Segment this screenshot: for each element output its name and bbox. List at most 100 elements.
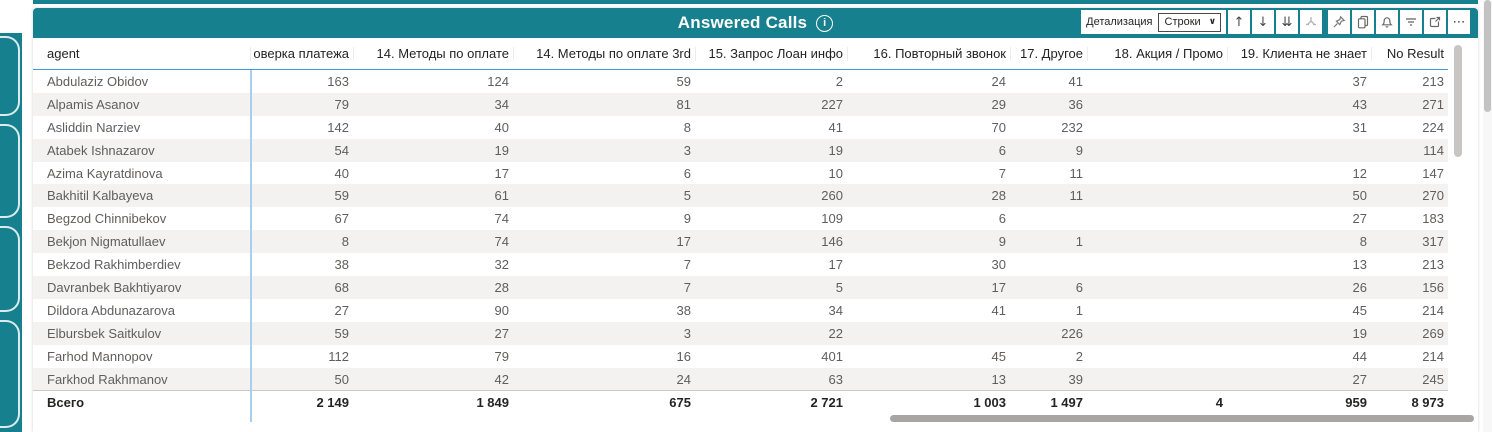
value-cell: 43 [1352, 96, 1367, 112]
pin-button[interactable] [1328, 10, 1350, 34]
value-cell [1010, 207, 1087, 230]
copy-button[interactable] [1352, 10, 1374, 34]
value-cell: 16 [676, 348, 691, 364]
column-header[interactable]: 14. Методы по оплате [353, 46, 513, 61]
drill-next-level-icon: ⇊ [1281, 14, 1293, 30]
drill-up-icon: ↑ [1233, 14, 1245, 30]
drill-up-button[interactable]: ↑ [1228, 10, 1250, 34]
value-cell: 19 [828, 142, 843, 158]
value-cell: 2 [835, 73, 843, 89]
table-row[interactable]: Atabek Ishnazarov 54 19 3 19 6 9 114 [33, 138, 1448, 162]
value-cell: 29 [991, 96, 1006, 112]
page-scrollbar-thumb[interactable] [1484, 0, 1491, 112]
value-cell: 74 [494, 211, 509, 227]
value-cell: 19 [1352, 325, 1367, 341]
column-header[interactable]: 18. Акция / Промо [1087, 46, 1227, 61]
table-row[interactable]: Azima Kayratdinova 40 17 6 10 7 11 12 147 [33, 161, 1448, 185]
left-nav-tab[interactable] [0, 226, 20, 312]
agent-name-cell: Dildora Abdunazarova [47, 302, 175, 318]
column-header[interactable]: No Result [1371, 46, 1448, 61]
value-cell: 142 [327, 119, 349, 135]
value-cell: 112 [328, 348, 349, 364]
table-row[interactable]: Farhod Mannopov 112 79 16 401 45 2 44 214 [33, 344, 1448, 368]
table-vertical-scrollbar[interactable] [1454, 45, 1462, 157]
table-header-row: agent оверка платежа 14. Методы по оплате 1… [33, 38, 1448, 70]
column-header[interactable]: agent [47, 46, 80, 61]
value-cell: 17 [991, 279, 1006, 295]
value-cell: 90 [494, 302, 509, 318]
value-cell: 38 [334, 257, 349, 273]
column-header[interactable]: 17. Другое [1010, 46, 1087, 61]
value-cell: 50 [1352, 188, 1367, 204]
value-cell [1087, 116, 1227, 139]
value-cell: 13 [991, 371, 1006, 387]
adjacent-visual-edge [33, 0, 1478, 4]
value-cell: 74 [494, 234, 509, 250]
table-row[interactable]: Dildora Abdunazarova 27 90 38 34 41 1 45 214 [33, 298, 1448, 322]
value-cell: 41 [991, 302, 1006, 318]
visual-title-bar: Answered Calls i Детализация Строки ∨ ↑ … [33, 8, 1478, 38]
total-value-cell: 2 149 [316, 395, 349, 411]
column-header[interactable]: оверка платежа [250, 46, 353, 61]
filter-button[interactable] [1400, 10, 1422, 34]
table-row[interactable]: Asliddin Narziev 142 40 8 41 70 232 31 224 [33, 115, 1448, 139]
column-header[interactable]: 15. Запрос Лоан инфо [695, 46, 847, 61]
copy-icon [1357, 15, 1369, 29]
left-nav-tab[interactable] [0, 36, 20, 116]
value-cell [1087, 322, 1227, 345]
value-cell: 270 [1422, 188, 1444, 204]
value-cell: 147 [1422, 165, 1444, 181]
table-row[interactable]: Abdulaziz Obidov 163 124 59 2 24 41 37 213 [33, 70, 1448, 93]
table-row[interactable]: Bekjon Nigmatullaev 8 74 17 146 9 1 8 317 [33, 230, 1448, 254]
value-cell: 24 [676, 371, 691, 387]
table-row[interactable]: Begzod Chinnibekov 67 74 9 109 6 27 183 [33, 207, 1448, 231]
value-cell: 7 [683, 257, 691, 273]
page-scrollbar[interactable] [1483, 0, 1492, 432]
value-cell: 79 [494, 348, 509, 364]
go-to-next-level-button[interactable]: ⇊ [1276, 10, 1298, 34]
agent-name-cell: Elbursbek Saitkulov [47, 325, 162, 341]
table-row[interactable]: Bakhitil Kalbayeva 59 61 5 260 28 11 50 270 [33, 184, 1448, 208]
value-cell [1087, 253, 1227, 276]
bell-icon [1381, 17, 1393, 28]
info-icon[interactable]: i [816, 14, 834, 32]
table-row[interactable]: Elbursbek Saitkulov 59 27 3 22 226 19 269 [33, 321, 1448, 345]
left-nav-tab[interactable] [0, 124, 20, 218]
value-cell: 1 [1075, 302, 1083, 318]
value-cell: 36 [1068, 96, 1083, 112]
more-options-button[interactable]: ⋯ [1448, 10, 1470, 34]
value-cell: 38 [676, 302, 691, 318]
table-row[interactable]: Davranbek Bakhtiyarov 68 28 7 5 17 6 26 156 [33, 276, 1448, 299]
drill-mode-chip: Детализация Строки ∨ [1081, 10, 1226, 34]
value-cell: 3 [683, 142, 691, 158]
value-cell: 109 [821, 211, 843, 227]
expand-all-icon [1306, 17, 1316, 26]
table-row[interactable]: Farkhod Rakhmanov 50 42 24 63 13 39 27 245 [33, 367, 1448, 391]
more-options-icon: ⋯ [1452, 14, 1466, 30]
drill-down-button[interactable]: ↓ [1252, 10, 1274, 34]
value-cell: 271 [1422, 96, 1444, 112]
value-cell: 24 [991, 73, 1006, 89]
table-horizontal-scrollbar[interactable] [890, 415, 1474, 422]
expand-all-button[interactable] [1300, 10, 1322, 34]
value-cell: 1 [1075, 234, 1083, 250]
column-header[interactable]: 19. Клиента не знает [1227, 46, 1371, 61]
focus-mode-button[interactable] [1424, 10, 1446, 34]
table-row[interactable]: Bekzod Rakhimberdiev 38 32 7 17 30 13 213 [33, 253, 1448, 277]
alert-button[interactable] [1376, 10, 1398, 34]
value-cell: 269 [1422, 325, 1444, 341]
table-row[interactable]: Alpamis Asanov 79 34 81 227 29 36 43 271 [33, 92, 1448, 116]
left-nav-tab[interactable] [0, 320, 20, 428]
drill-mode-select[interactable]: Строки ∨ [1157, 12, 1221, 32]
column-header[interactable]: 16. Повторный звонок [847, 46, 1010, 61]
value-cell [1087, 93, 1227, 116]
value-cell [1087, 162, 1227, 185]
value-cell: 8 [1359, 234, 1367, 250]
value-cell: 156 [1422, 279, 1444, 295]
column-header[interactable]: 14. Методы по оплате 3rd [513, 46, 695, 61]
value-cell: 19 [494, 142, 509, 158]
value-cell: 41 [828, 119, 843, 135]
value-cell [1087, 368, 1227, 391]
agent-name-cell: Davranbek Bakhtiyarov [47, 279, 182, 295]
